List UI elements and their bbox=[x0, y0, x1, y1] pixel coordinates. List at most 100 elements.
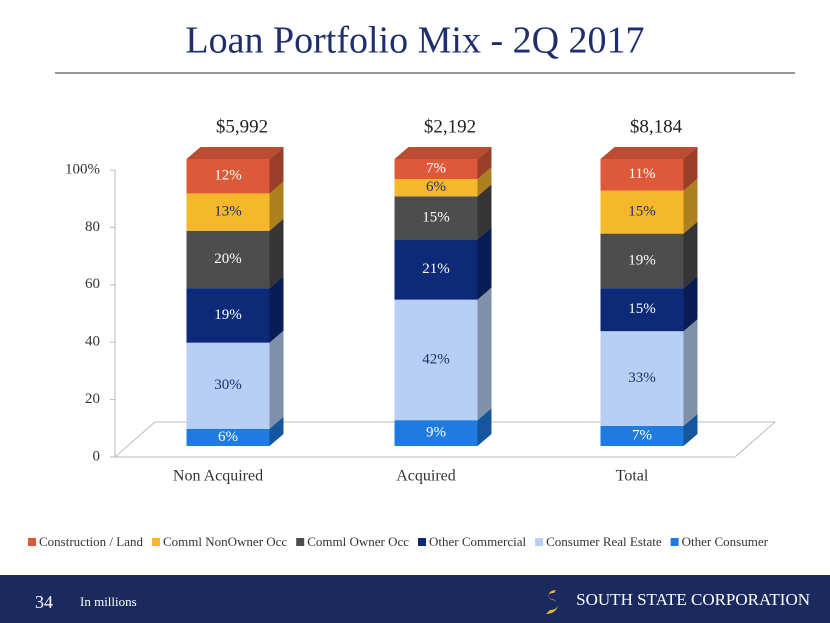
value-label: 30% bbox=[214, 377, 242, 393]
legend-label: Comml NonOwner Occ bbox=[163, 534, 287, 549]
legend-swatch bbox=[535, 538, 544, 546]
value-label: 7% bbox=[632, 427, 652, 443]
bar-side bbox=[269, 147, 284, 194]
value-label: 33% bbox=[628, 370, 656, 386]
y-tick-label: 40 bbox=[85, 334, 100, 350]
y-tick-label: 60 bbox=[85, 276, 100, 292]
bar-top bbox=[600, 147, 698, 159]
value-label: 15% bbox=[628, 301, 656, 317]
legend-swatch bbox=[296, 538, 305, 546]
bar-side-shade bbox=[269, 276, 284, 343]
bar-side-shade bbox=[477, 184, 492, 240]
bar-segment bbox=[600, 233, 684, 289]
y-tick-label: 0 bbox=[93, 448, 101, 464]
bar-side-shade bbox=[269, 416, 284, 446]
bar-side bbox=[269, 218, 284, 289]
bar-side bbox=[477, 167, 492, 197]
legend-label: Construction / Land bbox=[39, 534, 143, 549]
bar-side bbox=[477, 184, 492, 240]
bar-side-shade bbox=[683, 413, 698, 446]
legend-label: Comml Owner Occ bbox=[307, 534, 409, 549]
bar-side-shade bbox=[477, 167, 492, 197]
legend-swatch bbox=[418, 538, 427, 546]
value-label: 19% bbox=[628, 252, 656, 268]
bar-side-shade bbox=[683, 147, 698, 191]
value-label: 6% bbox=[426, 179, 446, 195]
bar-side bbox=[477, 227, 492, 300]
bar-side-shade bbox=[269, 330, 284, 429]
value-label: 19% bbox=[214, 307, 242, 323]
bar-side-shade bbox=[269, 147, 284, 194]
value-label: 15% bbox=[628, 204, 656, 220]
total-label: $5,992 bbox=[216, 116, 268, 137]
value-label: 42% bbox=[422, 351, 450, 367]
value-label: 6% bbox=[218, 429, 238, 445]
legend-label: Other Commercial bbox=[429, 534, 526, 549]
bar-side bbox=[683, 276, 698, 332]
value-label: 9% bbox=[426, 425, 446, 441]
bar-side bbox=[477, 287, 492, 421]
value-label: 15% bbox=[422, 209, 450, 225]
bar-side bbox=[269, 416, 284, 446]
x-tick-label: Acquired bbox=[396, 468, 456, 485]
legend-label: Other Consumer bbox=[682, 534, 769, 549]
y-tick-label: 80 bbox=[85, 219, 100, 235]
bar-side-shade bbox=[477, 287, 492, 421]
bar-segment bbox=[186, 230, 270, 289]
bar-segment bbox=[186, 288, 270, 343]
bar-top-shade bbox=[600, 147, 698, 159]
footer-bar bbox=[0, 575, 830, 623]
bar-top bbox=[394, 147, 492, 159]
bar-segment bbox=[394, 179, 478, 197]
bar-segment bbox=[394, 239, 478, 300]
x-tick-label: Total bbox=[616, 468, 649, 485]
bar-side-shade bbox=[683, 221, 698, 289]
bar-segment bbox=[394, 420, 478, 446]
bar-side bbox=[477, 147, 492, 180]
bar-side bbox=[683, 221, 698, 289]
legend-swatch bbox=[670, 538, 679, 546]
bar-segment bbox=[186, 159, 270, 194]
bar-segment bbox=[600, 331, 684, 426]
bar-segment bbox=[394, 196, 478, 240]
bar-side-shade bbox=[683, 319, 698, 426]
bar-side-shade bbox=[269, 218, 284, 289]
total-label: $8,184 bbox=[630, 116, 683, 137]
bar-side bbox=[477, 408, 492, 446]
legend-swatch bbox=[152, 538, 160, 546]
bar-side bbox=[683, 319, 698, 426]
x-tick-label: Non Acquired bbox=[173, 468, 263, 485]
value-label: 20% bbox=[214, 251, 242, 267]
page-number: 34 bbox=[35, 592, 53, 612]
chart-title: Loan Portfolio Mix - 2Q 2017 bbox=[185, 20, 644, 62]
footer-note: In millions bbox=[80, 594, 137, 609]
bar-side-shade bbox=[477, 227, 492, 300]
total-label: $2,192 bbox=[424, 116, 476, 137]
bar-side-shade bbox=[269, 181, 284, 231]
legend-label: Consumer Real Estate bbox=[546, 534, 662, 549]
bar-segment bbox=[600, 425, 684, 446]
value-label: 13% bbox=[214, 204, 242, 220]
bar-side-shade bbox=[477, 147, 492, 180]
bar-side-shade bbox=[683, 276, 698, 332]
bar-side bbox=[269, 276, 284, 343]
bar-segment bbox=[186, 428, 270, 446]
bar-top-shade bbox=[394, 147, 492, 159]
bar-top bbox=[186, 147, 284, 159]
bar-segment bbox=[394, 159, 478, 180]
logo: SOUTH STATE CORPORATION bbox=[576, 590, 810, 609]
bar-segment bbox=[600, 288, 684, 332]
bar-side bbox=[269, 181, 284, 231]
y-tick-label: 20 bbox=[85, 391, 100, 407]
legend-swatch bbox=[28, 538, 36, 546]
y-tick-label: 100% bbox=[65, 161, 100, 177]
bar-side bbox=[683, 147, 698, 191]
bar-segment bbox=[394, 299, 478, 421]
bar-segment bbox=[600, 190, 684, 234]
value-label: 11% bbox=[629, 166, 656, 182]
bar-side bbox=[683, 413, 698, 446]
bar-top-shade bbox=[186, 147, 284, 159]
value-label: 21% bbox=[422, 261, 450, 277]
bar-segment bbox=[186, 342, 270, 429]
